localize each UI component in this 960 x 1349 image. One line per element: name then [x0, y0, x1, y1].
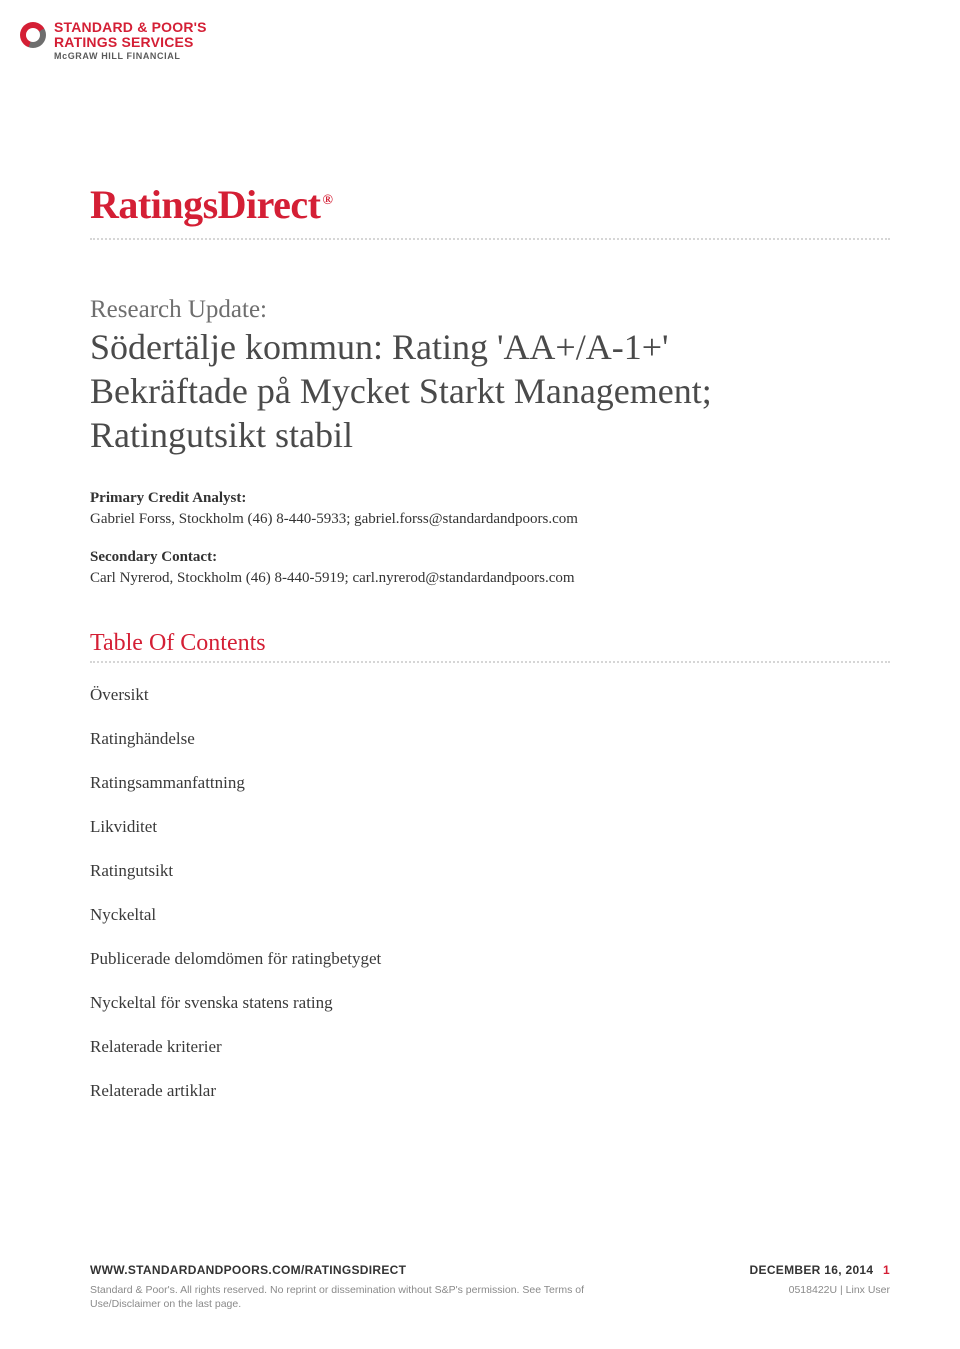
- footer-top-row: WWW.STANDARDANDPOORS.COM/RATINGSDIRECT D…: [90, 1263, 890, 1277]
- publisher-logo-text-block: STANDARD & POOR'S RATINGS SERVICES McGRA…: [54, 20, 207, 61]
- page-footer: WWW.STANDARDANDPOORS.COM/RATINGSDIRECT D…: [90, 1263, 890, 1311]
- secondary-contact-block: Secondary Contact: Carl Nyrerod, Stockho…: [90, 549, 890, 590]
- product-brand: RatingsDirect®: [90, 181, 890, 228]
- publisher-name-line1: STANDARD & POOR'S: [54, 20, 207, 35]
- secondary-contact-line: Carl Nyrerod, Stockholm (46) 8-440-5919;…: [90, 568, 890, 590]
- product-brand-name: RatingsDirect: [90, 182, 321, 227]
- toc-item[interactable]: Nyckeltal för svenska statens rating: [90, 983, 890, 1027]
- footer-docref: 0518422U | Linx User: [789, 1283, 890, 1311]
- toc-item[interactable]: Relaterade kriterier: [90, 1027, 890, 1071]
- footer-sub-row: Standard & Poor's. All rights reserved. …: [90, 1283, 890, 1311]
- toc-item[interactable]: Likviditet: [90, 807, 890, 851]
- primary-analyst-block: Primary Credit Analyst: Gabriel Forss, S…: [90, 490, 890, 531]
- page-number: 1: [883, 1263, 890, 1277]
- divider-rule: [90, 238, 890, 240]
- document-page: STANDARD & POOR'S RATINGS SERVICES McGRA…: [0, 0, 960, 1349]
- toc-item[interactable]: Ratingsammanfattning: [90, 763, 890, 807]
- toc-divider-rule: [90, 661, 890, 663]
- article-headline: Södertälje kommun: Rating 'AA+/A-1+' Bek…: [90, 326, 830, 458]
- toc-item[interactable]: Ratingutsikt: [90, 851, 890, 895]
- article-subhead: Research Update:: [90, 296, 890, 324]
- sp-swirl-icon: [20, 22, 46, 48]
- publisher-parent: McGRAW HILL FINANCIAL: [54, 51, 207, 61]
- toc-item[interactable]: Översikt: [90, 675, 890, 719]
- footer-date: DECEMBER 16, 2014: [750, 1263, 874, 1277]
- toc-list: Översikt Ratinghändelse Ratingsammanfatt…: [90, 675, 890, 1115]
- toc-item[interactable]: Nyckeltal: [90, 895, 890, 939]
- toc-item[interactable]: Ratinghändelse: [90, 719, 890, 763]
- footer-url: WWW.STANDARDANDPOORS.COM/RATINGSDIRECT: [90, 1263, 406, 1277]
- registered-mark-icon: ®: [323, 193, 333, 208]
- primary-analyst-line: Gabriel Forss, Stockholm (46) 8-440-5933…: [90, 509, 890, 531]
- publisher-name-line2: RATINGS SERVICES: [54, 35, 207, 50]
- footer-copyright: Standard & Poor's. All rights reserved. …: [90, 1283, 610, 1311]
- toc-item[interactable]: Relaterade artiklar: [90, 1071, 890, 1115]
- footer-date-group: DECEMBER 16, 2014 1: [750, 1263, 890, 1277]
- primary-analyst-label: Primary Credit Analyst:: [90, 490, 890, 507]
- secondary-contact-label: Secondary Contact:: [90, 549, 890, 566]
- toc-title: Table Of Contents: [90, 630, 890, 657]
- publisher-logo-block: STANDARD & POOR'S RATINGS SERVICES McGRA…: [20, 20, 890, 61]
- toc-item[interactable]: Publicerade delomdömen för ratingbetyget: [90, 939, 890, 983]
